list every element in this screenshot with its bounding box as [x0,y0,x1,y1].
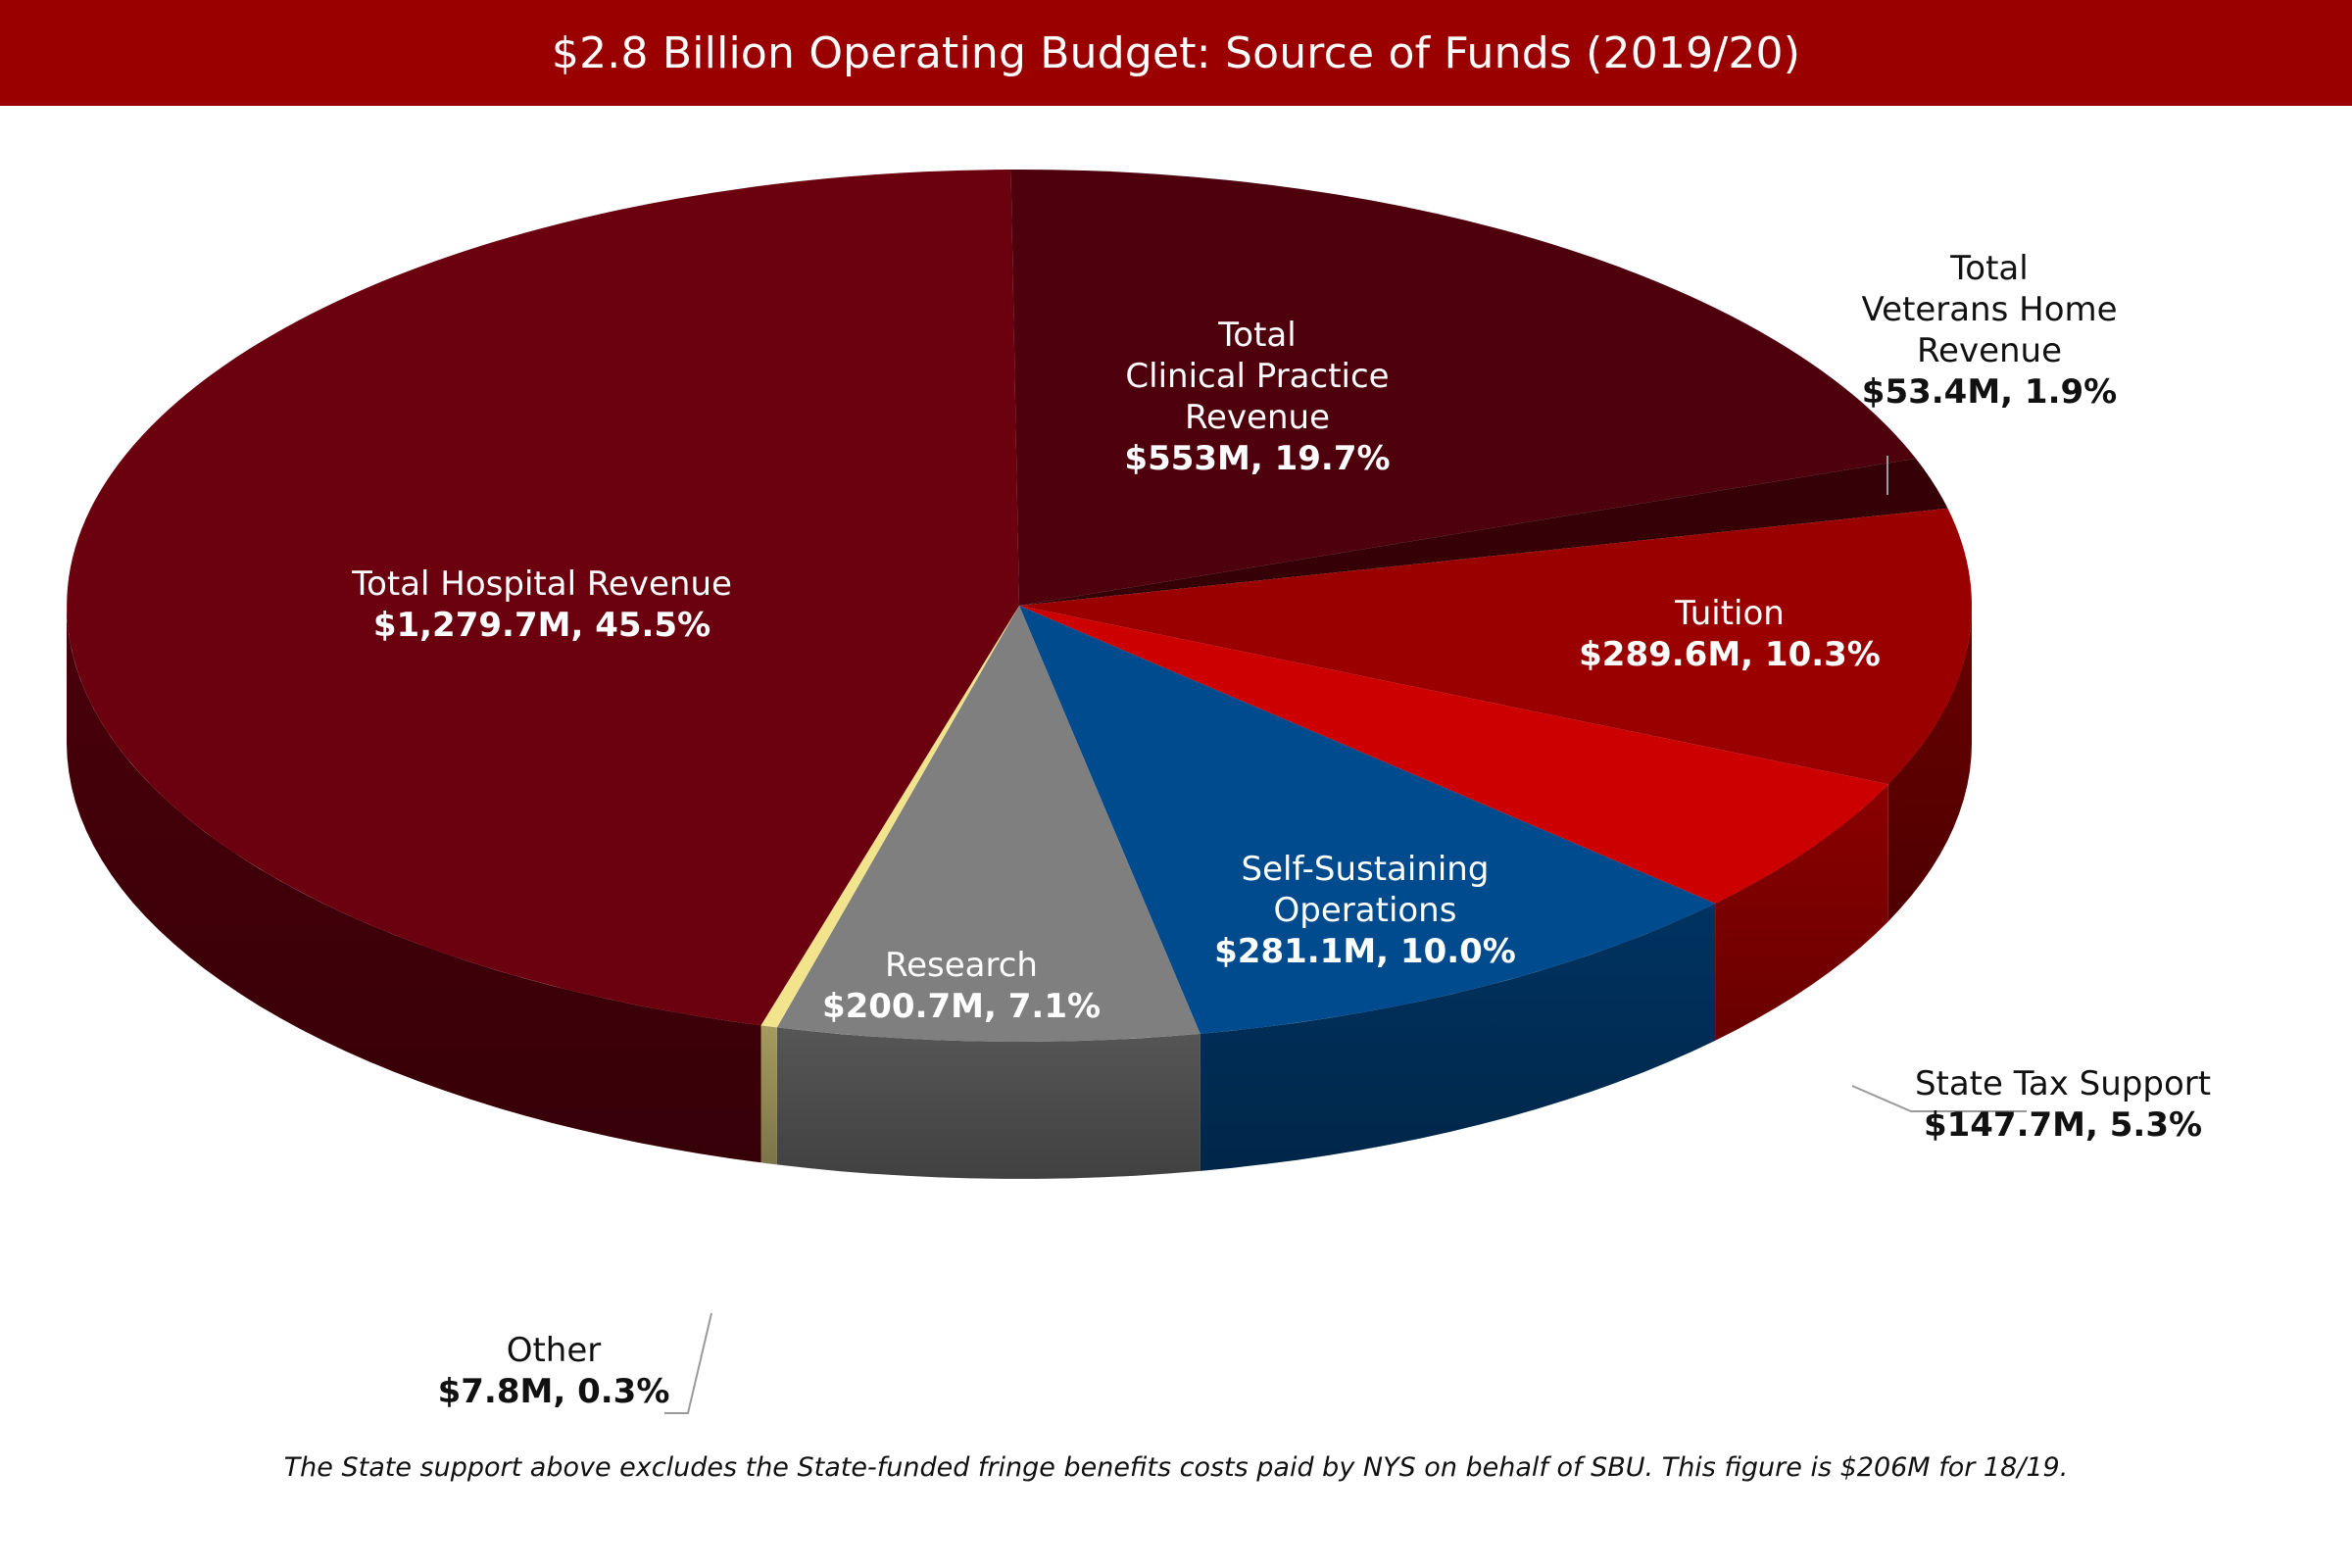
slice-labels: Total Clinical Practice Revenue $553M, 19.7… [351,249,2211,1411]
side-shade-total-hospital-revenue [67,606,761,1163]
label-self-sustaining-operations: Self-Sustaining Operations $281.1M, 10.0% [1214,850,1516,971]
slice-research [776,606,1200,1043]
label-name-line: Other [507,1331,602,1370]
leader-lines [664,456,2027,1414]
side-shade-state-tax-support [1715,784,1888,1041]
label-research: Research $200.7M, 7.1% [822,946,1101,1026]
label-value: $1,279.7M, 45.5% [373,606,710,645]
label-name-line: State Tax Support [1915,1064,2211,1103]
label-name-line: Research [885,946,1038,985]
label-value: $147.7M, 5.3% [1924,1105,2202,1145]
slice-tuition [1019,508,1973,785]
slice-total-clinical-practice-revenue [1010,169,1916,606]
label-name-line: Revenue [1185,398,1330,437]
label-total-veterans-home-revenue: Total Veterans Home Revenue $53.4M, 1.9% [1861,249,2117,412]
chart-title: $2.8 Billion Operating Budget: Source of… [551,27,1801,78]
label-value: $281.1M, 10.0% [1214,932,1516,971]
label-name-line: Total Hospital Revenue [351,564,732,604]
label-value: $7.8M, 0.3% [438,1372,670,1411]
label-name-line: Revenue [1917,331,2062,370]
slice-total-hospital-revenue [67,170,1020,1026]
side-shade-research [776,1027,1200,1179]
label-other: Other $7.8M, 0.3% [438,1331,670,1411]
label-name-line: Total [1949,249,2028,288]
pie-top-faces [67,169,1973,1043]
label-name-line: Operations [1274,891,1457,930]
pie-side-walls [67,606,1972,1179]
label-value: $200.7M, 7.1% [822,987,1101,1026]
side-shade-self-sustaining-operations [1200,903,1716,1171]
side-shade-other [760,1025,777,1165]
label-state-tax-support: State Tax Support $147.7M, 5.3% [1915,1064,2211,1145]
label-name-line: Tuition [1674,594,1785,633]
label-tuition: Tuition $289.6M, 10.3% [1579,594,1881,674]
label-name-line: Clinical Practice [1125,357,1389,396]
label-value: $289.6M, 10.3% [1579,635,1881,674]
slice-other [760,606,1019,1028]
label-name-line: Veterans Home [1861,290,2117,329]
slice-state-tax-support [1019,606,1888,904]
label-value: $53.4M, 1.9% [1862,372,2117,412]
label-value: $553M, 19.7% [1124,439,1390,478]
slice-total-veterans-home-revenue [1019,458,1948,606]
leader-state-tax-support [1851,1085,2027,1112]
title-bar: $2.8 Billion Operating Budget: Source of… [0,0,2352,106]
label-total-clinical-practice-revenue: Total Clinical Practice Revenue $553M, 19.7… [1124,316,1390,478]
slice-self-sustaining-operations [1019,606,1716,1034]
label-name-line: Total [1217,316,1296,355]
label-name-line: Self-Sustaining [1242,850,1490,889]
label-total-hospital-revenue: Total Hospital Revenue $1,279.7M, 45.5% [351,564,732,645]
footnote: The State support above excludes the Sta… [283,1452,2069,1483]
leader-other [664,1312,712,1414]
side-shade-tuition [1887,606,1972,922]
